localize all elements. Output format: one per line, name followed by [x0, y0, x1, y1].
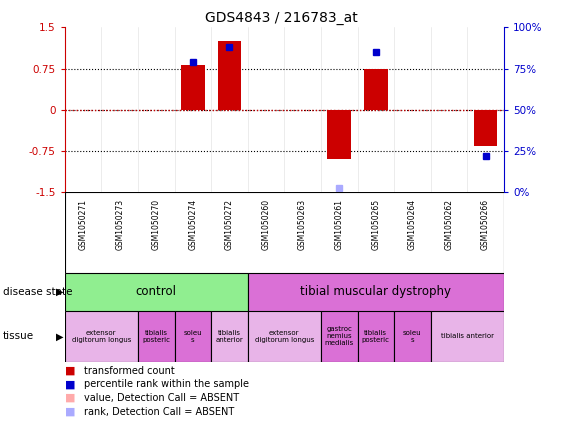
Bar — [65, 311, 138, 362]
Bar — [138, 311, 175, 362]
Bar — [181, 65, 205, 110]
Bar — [358, 311, 394, 362]
Text: GSM1050271: GSM1050271 — [79, 199, 87, 250]
Text: ▶: ▶ — [56, 331, 64, 341]
Bar — [217, 41, 242, 110]
Bar — [248, 311, 321, 362]
Text: soleu
s: soleu s — [403, 330, 422, 343]
Text: GSM1050272: GSM1050272 — [225, 199, 234, 250]
Bar — [431, 311, 504, 362]
Bar — [327, 110, 351, 159]
Text: control: control — [136, 286, 177, 298]
Text: GSM1050262: GSM1050262 — [445, 199, 453, 250]
Text: disease state: disease state — [3, 287, 72, 297]
Text: tibialis
posteric: tibialis posteric — [362, 330, 390, 343]
Text: percentile rank within the sample: percentile rank within the sample — [84, 379, 249, 390]
Text: GSM1050263: GSM1050263 — [298, 199, 307, 250]
Text: GSM1050264: GSM1050264 — [408, 199, 417, 250]
Text: tibialis
anterior: tibialis anterior — [216, 330, 243, 343]
Text: GSM1050270: GSM1050270 — [152, 199, 160, 250]
Bar — [364, 69, 388, 110]
Text: GSM1050266: GSM1050266 — [481, 199, 490, 250]
Text: tibial muscular dystrophy: tibial muscular dystrophy — [300, 286, 452, 298]
Bar — [394, 311, 431, 362]
Text: ■: ■ — [65, 393, 75, 403]
Bar — [321, 311, 358, 362]
Text: GSM1050274: GSM1050274 — [189, 199, 197, 250]
Text: value, Detection Call = ABSENT: value, Detection Call = ABSENT — [84, 393, 240, 403]
Text: tibialis
posteric: tibialis posteric — [142, 330, 170, 343]
Text: ■: ■ — [65, 407, 75, 417]
Text: ■: ■ — [65, 379, 75, 390]
Bar — [248, 273, 504, 311]
Text: gastroc
nemius
medialis: gastroc nemius medialis — [325, 326, 354, 346]
Text: tibialis anterior: tibialis anterior — [441, 333, 494, 339]
Text: GSM1050265: GSM1050265 — [372, 199, 380, 250]
Bar — [211, 311, 248, 362]
Text: tissue: tissue — [3, 331, 34, 341]
Text: transformed count: transformed count — [84, 366, 175, 376]
Text: rank, Detection Call = ABSENT: rank, Detection Call = ABSENT — [84, 407, 235, 417]
Text: extensor
digitorum longus: extensor digitorum longus — [72, 330, 131, 343]
Bar — [175, 311, 211, 362]
Bar — [65, 273, 248, 311]
Text: GSM1050273: GSM1050273 — [115, 199, 124, 250]
Text: GDS4843 / 216783_at: GDS4843 / 216783_at — [205, 11, 358, 25]
Text: ■: ■ — [65, 366, 75, 376]
Text: GSM1050260: GSM1050260 — [262, 199, 270, 250]
Text: ▶: ▶ — [56, 287, 64, 297]
Text: soleu
s: soleu s — [184, 330, 202, 343]
Text: extensor
digitorum longus: extensor digitorum longus — [254, 330, 314, 343]
Bar — [473, 110, 498, 146]
Text: GSM1050261: GSM1050261 — [335, 199, 343, 250]
